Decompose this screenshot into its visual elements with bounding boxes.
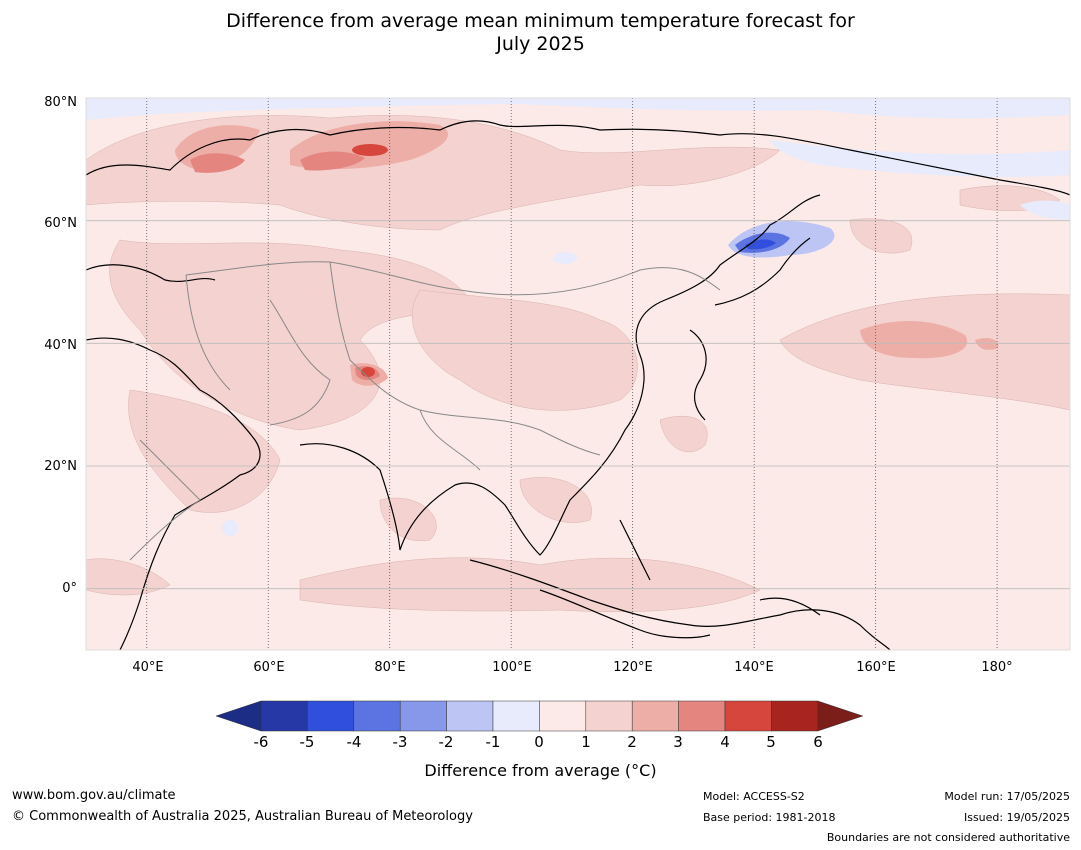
colorbar xyxy=(215,700,864,732)
colorbar-swatch xyxy=(399,700,447,732)
anomaly-1-to-2-regions xyxy=(86,115,1070,613)
colorbar-tick: 6 xyxy=(813,733,823,751)
colorbar-tick: 4 xyxy=(720,733,730,751)
lat-label-0: 0° xyxy=(62,581,77,596)
lat-label-80n: 80°N xyxy=(44,95,77,110)
anomaly-3-to-4-regions xyxy=(190,151,380,381)
colorbar-swatch xyxy=(353,700,401,732)
colorbar-label: Difference from average (°C) xyxy=(424,761,657,780)
colorbar-tick: 2 xyxy=(627,733,637,751)
model-name: Model: ACCESS-S2 xyxy=(703,790,805,803)
map-frame xyxy=(85,97,1071,651)
colorbar-tick: -1 xyxy=(485,733,501,751)
colorbar-swatch xyxy=(260,700,308,732)
colorbar-tick: -3 xyxy=(392,733,408,751)
lat-label-40n: 40°N xyxy=(44,338,77,353)
lon-label-40e: 40°E xyxy=(132,660,164,675)
lon-label-60e: 60°E xyxy=(253,660,285,675)
lon-label-180: 180° xyxy=(981,660,1013,675)
lon-label-120e: 120°E xyxy=(613,660,653,675)
latitude-gridlines xyxy=(86,98,1070,590)
country-borders xyxy=(129,261,721,561)
lat-label-60n: 60°N xyxy=(44,216,77,231)
coastlines xyxy=(86,120,1070,650)
colorbar-swatch xyxy=(307,700,355,732)
lon-label-80e: 80°E xyxy=(374,660,406,675)
lon-label-160e: 160°E xyxy=(856,660,896,675)
colorbar-tick: 0 xyxy=(534,733,544,751)
colorbar-tick: -2 xyxy=(438,733,454,751)
colorbar-swatch xyxy=(631,700,679,732)
colorbar-tick: 5 xyxy=(766,733,776,751)
colorbar-swatch xyxy=(585,700,633,732)
colorbar-swatch xyxy=(724,700,772,732)
lon-label-140e: 140°E xyxy=(734,660,774,675)
map-title-line-1: Difference from average mean minimum tem… xyxy=(226,10,855,32)
colorbar-tick: 1 xyxy=(581,733,591,751)
model-run-date: Model run: 17/05/2025 xyxy=(944,790,1070,803)
colorbar-tick: -6 xyxy=(253,733,269,751)
colorbar-swatch xyxy=(539,700,587,732)
colorbar-under-arrow xyxy=(215,700,262,732)
colorbar-swatch xyxy=(771,700,819,732)
colorbar-over-arrow xyxy=(817,700,864,732)
copyright-notice: © Commonwealth of Australia 2025, Austra… xyxy=(12,809,473,824)
colorbar-swatch xyxy=(446,700,494,732)
longitude-gridlines xyxy=(146,98,998,650)
colorbar-tick: 3 xyxy=(673,733,683,751)
colorbar-tick: -4 xyxy=(346,733,362,751)
colorbar-swatch xyxy=(678,700,726,732)
map-title-line-2: July 2025 xyxy=(496,33,585,55)
lat-label-20n: 20°N xyxy=(44,459,77,474)
map-area xyxy=(86,98,1070,650)
website-link[interactable]: www.bom.gov.au/climate xyxy=(12,788,176,803)
boundaries-disclaimer: Boundaries are not considered authoritat… xyxy=(826,831,1070,844)
issued-date: Issued: 19/05/2025 xyxy=(963,811,1070,824)
lon-label-100e: 100°E xyxy=(492,660,532,675)
base-period: Base period: 1981-2018 xyxy=(703,811,836,824)
colorbar-tick: -5 xyxy=(299,733,315,751)
colorbar-swatch xyxy=(492,700,540,732)
